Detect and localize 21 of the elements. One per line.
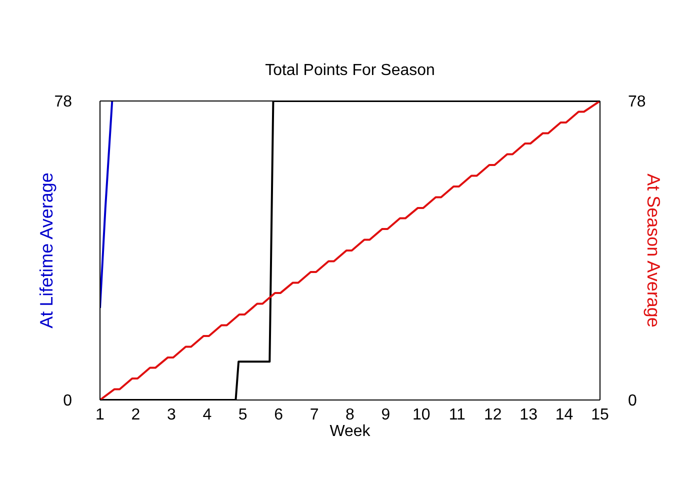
x-tick-label: 5 <box>238 406 248 424</box>
x-tick-label: 6 <box>274 406 284 424</box>
x-tick-label: 1 <box>96 406 105 424</box>
x-tick-label: 2 <box>131 406 140 424</box>
x-tick-label: 13 <box>520 406 538 424</box>
y2-axis-title: At Season Average <box>644 174 664 328</box>
x-tick-label: 7 <box>310 406 319 424</box>
x-tick-label: 10 <box>412 406 430 424</box>
chart-title: Total Points For Season <box>264 62 436 80</box>
y2-tick-label: 0 <box>628 392 637 410</box>
x-tick-label: 9 <box>381 406 390 424</box>
x-tick-label: 4 <box>202 406 212 424</box>
x-tick-label: 3 <box>166 406 176 424</box>
y-axis-title: At Lifetime Average <box>36 172 56 328</box>
y2-tick-label: 78 <box>628 94 646 111</box>
x-axis-title: Week <box>330 423 372 440</box>
x-tick-label: 15 <box>591 406 609 424</box>
x-tick-label: 12 <box>484 406 502 424</box>
x-tick-label: 14 <box>555 406 574 424</box>
x-tick-label: 11 <box>448 406 466 424</box>
x-tick-label: 8 <box>346 406 355 424</box>
